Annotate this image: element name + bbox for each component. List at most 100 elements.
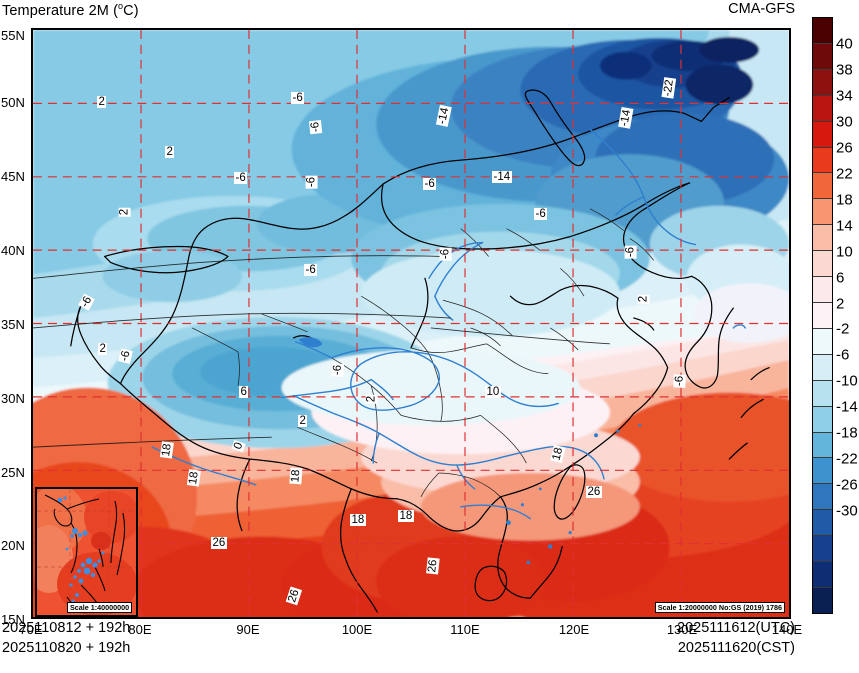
- contour-label: -6: [423, 178, 437, 191]
- colorbar-tick-30: 30: [836, 113, 853, 131]
- colorbar-segment-20: [813, 535, 832, 562]
- y-tick-20n: 20N: [1, 538, 25, 553]
- colorbar-tick-22: 22: [836, 165, 853, 183]
- colorbar-segment-17: [813, 457, 832, 484]
- page-title-unit: C): [123, 2, 139, 19]
- contour-label: 18: [159, 441, 174, 459]
- colorbar-tick--14: -14: [836, 398, 858, 416]
- contour-label: 2: [98, 343, 108, 356]
- contour-label: 2: [118, 207, 131, 217]
- colorbar-tick-6: 6: [836, 269, 845, 287]
- page-title: Temperature 2M (oC): [2, 1, 139, 19]
- colorbar-tick--6: -6: [836, 346, 850, 364]
- init-time-utc: 2025110812 + 192h: [2, 620, 131, 636]
- contour-label: -14: [492, 171, 512, 184]
- colorbar-segment-13: [813, 353, 832, 380]
- colorbar-tick-14: 14: [836, 217, 853, 235]
- contour-label: 2: [365, 394, 378, 404]
- colorbar-tick-26: 26: [836, 139, 853, 157]
- colorbar-segment-21: [813, 561, 832, 587]
- colorbar-segment-18: [813, 483, 832, 510]
- x-tick-130e: 130E: [666, 622, 698, 637]
- contour-label: -6: [624, 245, 637, 259]
- colorbar-tick--2: -2: [836, 320, 850, 338]
- colorbar-ticks: 40 38 34 30 26 22 18 14 10 6 2 -2 -6 -10 -14 -18 -22 -26 -…: [836, 17, 859, 614]
- y-tick-15n: 15N: [1, 612, 25, 627]
- temperature-field: [33, 30, 789, 617]
- x-tick-100e: 100E: [341, 622, 373, 637]
- contour-label: -6: [673, 374, 686, 388]
- valid-time-cst: 2025111620(CST): [677, 640, 795, 656]
- init-time-cst: 2025110820 + 192h: [2, 640, 131, 656]
- contour-label: -6: [439, 247, 452, 261]
- colorbar-tick--18: -18: [836, 424, 858, 442]
- colorbar-segment-22: [813, 586, 832, 613]
- map-scale-note: Scale 1:20000000 No:GS (2019) 1786: [654, 602, 785, 613]
- colorbar-segment-11: [813, 301, 832, 328]
- colorbar-segment-16: [813, 431, 832, 458]
- colorbar-tick--30: -30: [836, 502, 858, 520]
- colorbar-tick-34: 34: [836, 87, 853, 105]
- colorbar-segment-19: [813, 509, 832, 536]
- degree-symbol: o: [118, 1, 124, 11]
- colorbar[interactable]: [812, 17, 833, 614]
- contour-label: -6: [234, 172, 248, 185]
- model-label: CMA-GFS: [728, 1, 795, 17]
- contour-label: 2: [165, 146, 175, 159]
- valid-time-utc: 2025111612(UTC): [677, 620, 795, 636]
- colorbar-tick-2: 2: [836, 295, 845, 313]
- contour-label: 2: [298, 415, 308, 428]
- y-tick-25n: 25N: [1, 465, 25, 480]
- colorbar-segment-10: [813, 276, 832, 302]
- colorbar-segment-6: [813, 172, 832, 199]
- colorbar-segment-8: [813, 224, 832, 251]
- colorbar-segment-5: [813, 146, 832, 173]
- x-tick-140e: 140E: [771, 622, 803, 637]
- colorbar-segment-14: [813, 379, 832, 406]
- colorbar-tick-40: 40: [836, 35, 853, 53]
- contour-label: 18: [398, 510, 414, 523]
- contour-label: -6: [534, 208, 548, 221]
- contour-label: -6: [308, 119, 323, 135]
- contour-label: 18: [289, 467, 303, 485]
- colorbar-segment-4: [813, 120, 832, 147]
- contour-label: 26: [211, 537, 227, 550]
- inset-map-south-china-sea[interactable]: Scale 1:40000000: [35, 487, 138, 617]
- colorbar-segment-12: [813, 327, 832, 354]
- colorbar-tick-38: 38: [836, 61, 853, 79]
- contour-label: 18: [186, 469, 201, 487]
- contour-label: 2: [97, 96, 107, 109]
- y-tick-30n: 30N: [1, 391, 25, 406]
- colorbar-segment-1: [813, 42, 832, 69]
- contour-label: 10: [485, 386, 501, 399]
- inset-temperature-field: [37, 489, 136, 615]
- colorbar-tick-18: 18: [836, 191, 853, 209]
- x-tick-70e: 70E: [19, 622, 43, 637]
- inset-scale-note: Scale 1:40000000: [67, 602, 133, 613]
- y-tick-40n: 40N: [1, 243, 25, 258]
- colorbar-segment-7: [813, 198, 832, 225]
- y-tick-50n: 50N: [1, 95, 25, 110]
- colorbar-segment-15: [813, 405, 832, 432]
- contour-label: 2: [637, 294, 650, 304]
- colorbar-tick--22: -22: [836, 450, 858, 468]
- contour-label: 18: [350, 514, 366, 527]
- map-panel[interactable]: 2 -6 -14 -22 -14 -6 2 -6 -6 -6 -14 -6 2 …: [31, 28, 791, 619]
- x-tick-90e: 90E: [236, 622, 260, 637]
- colorbar-segment-0: [813, 18, 832, 43]
- colorbar-segment-9: [813, 250, 832, 277]
- x-tick-110e: 110E: [450, 622, 480, 637]
- contour-label: -6: [291, 92, 305, 105]
- y-tick-35n: 35N: [1, 317, 25, 332]
- contour-label: 26: [426, 557, 440, 575]
- colorbar-segment-3: [813, 94, 832, 121]
- colorbar-tick--26: -26: [836, 476, 858, 494]
- y-tick-45n: 45N: [1, 169, 25, 184]
- y-tick-55n: 55N: [1, 28, 25, 43]
- contour-label: -6: [304, 264, 318, 277]
- colorbar-segment-2: [813, 68, 832, 95]
- x-tick-80e: 80E: [128, 622, 152, 637]
- colorbar-tick-10: 10: [836, 243, 853, 261]
- colorbar-tick--10: -10: [836, 372, 858, 390]
- contour-label: 26: [586, 486, 602, 499]
